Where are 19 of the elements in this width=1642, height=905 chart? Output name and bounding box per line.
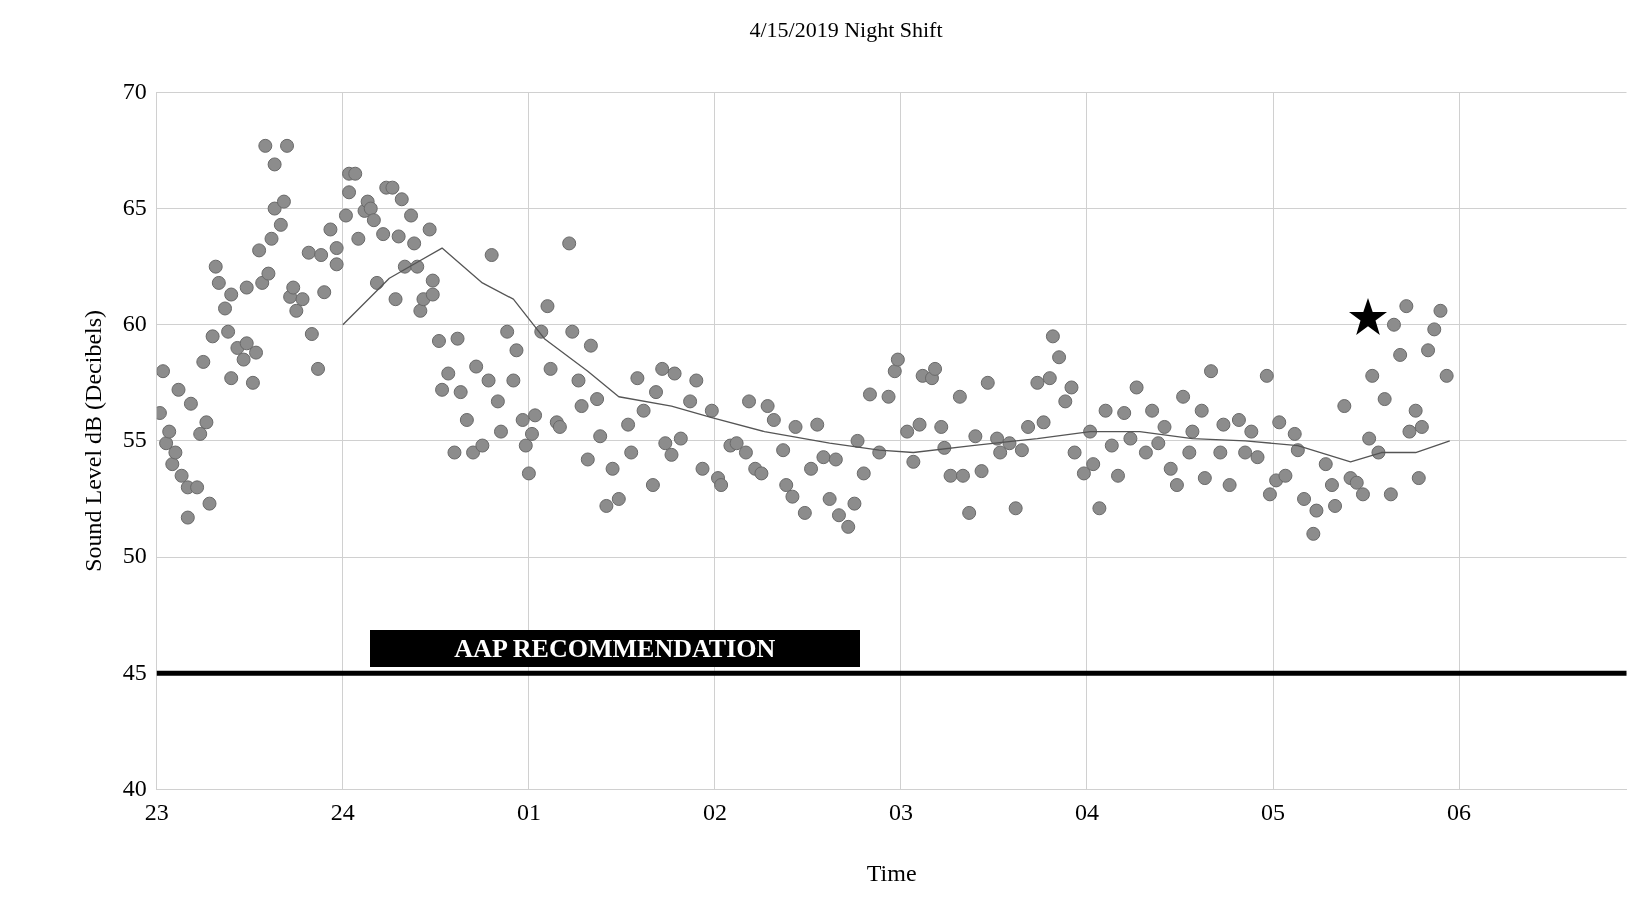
x-tick-label: 06 <box>1447 799 1472 826</box>
y-tick-label: 60 <box>122 310 147 337</box>
x-tick-label: 05 <box>1261 799 1286 826</box>
y-tick-label: 65 <box>122 193 147 220</box>
chart-title: 4/15/2019 Night Shift <box>749 16 943 42</box>
y-tick-label: 45 <box>122 658 147 685</box>
y-axis-title: Sound Level dB (Decibels) <box>79 309 106 572</box>
x-tick-label: 01 <box>516 799 541 826</box>
ref-line-label: AAP RECOMMENDATION <box>454 634 776 664</box>
y-tick-label: 55 <box>122 426 147 453</box>
y-tick-label: 50 <box>122 542 147 569</box>
x-tick-label: 23 <box>144 799 169 826</box>
x-tick-label: 03 <box>888 799 913 826</box>
x-tick-label: 04 <box>1074 799 1099 826</box>
y-tick-label: 40 <box>122 774 147 801</box>
y-tick-label: 70 <box>122 77 147 104</box>
x-tick-label: 02 <box>702 799 727 826</box>
x-tick-label: 24 <box>330 799 355 826</box>
x-axis-title: Time <box>866 859 917 886</box>
